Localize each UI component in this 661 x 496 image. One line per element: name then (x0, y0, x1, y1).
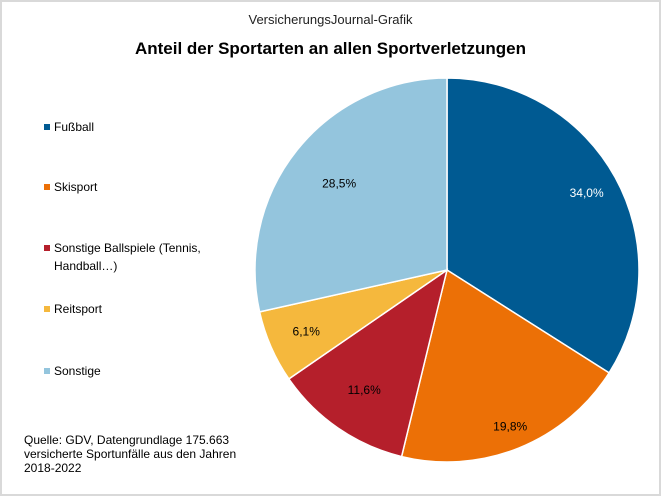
data-label: 6,1% (293, 324, 321, 338)
data-label: 19,8% (493, 420, 527, 434)
data-label: 34,0% (570, 186, 604, 200)
legend-item-ballspiele: Sonstige Ballspiele (Tennis, Handball…) (44, 239, 234, 275)
legend-swatch (44, 306, 50, 312)
data-label: 11,6% (348, 383, 381, 397)
legend-label: Fußball (54, 120, 95, 134)
legend-swatch (44, 245, 50, 251)
source-note: Quelle: GDV, Datengrundlage 175.663 vers… (24, 433, 237, 475)
legend-swatch (44, 368, 50, 374)
legend-item-reitsport: Reitsport (44, 300, 244, 318)
pie-slice (400, 268, 611, 463)
legend-label: Skisport (54, 180, 98, 194)
legend-item-skisport: Skisport (44, 178, 244, 196)
legend-label: Sonstige (54, 364, 101, 378)
pie-slice (254, 77, 448, 313)
legend-label: Reitsport (54, 302, 103, 316)
legend-swatch (44, 124, 50, 130)
legend-swatch (44, 184, 50, 190)
chart-title: Anteil der Sportarten an allen Sportverl… (134, 39, 527, 58)
chart-subtitle: VersicherungsJournal-Grafik (248, 12, 413, 27)
pie-slice (446, 77, 640, 374)
legend-item-fussball: Fußball (44, 118, 244, 136)
legend-item-sonstige: Sonstige (44, 362, 244, 380)
legend-label: Sonstige Ballspiele (Tennis, Handball…) (54, 241, 201, 273)
pie-slice (287, 268, 449, 458)
data-label: 28,5% (322, 177, 356, 191)
